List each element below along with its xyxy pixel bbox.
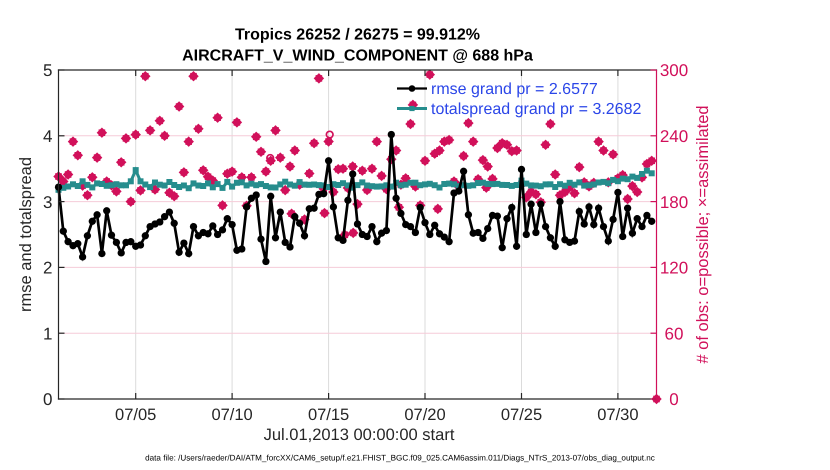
svg-text:Jul.01,2013 00:00:00 start: Jul.01,2013 00:00:00 start xyxy=(264,426,455,444)
svg-text:data file: /Users/raeder/DAI/A: data file: /Users/raeder/DAI/ATM_forcXX/… xyxy=(145,454,655,463)
svg-text:# of obs: o=possible; ×=assimi: # of obs: o=possible; ×=assimilated xyxy=(694,105,712,363)
svg-text:07/30: 07/30 xyxy=(597,406,638,424)
svg-text:2: 2 xyxy=(43,259,52,278)
svg-text:0: 0 xyxy=(43,390,52,409)
svg-text:0: 0 xyxy=(669,390,678,409)
svg-text:07/10: 07/10 xyxy=(211,406,252,424)
svg-text:120: 120 xyxy=(660,259,688,278)
svg-text:totalspread grand pr = 3.2682: totalspread grand pr = 3.2682 xyxy=(431,101,641,118)
svg-text:rmse grand pr = 2.6577: rmse grand pr = 2.6577 xyxy=(431,81,598,98)
svg-text:07/25: 07/25 xyxy=(501,406,542,424)
svg-text:180: 180 xyxy=(660,193,688,212)
svg-text:300: 300 xyxy=(660,61,688,80)
svg-text:07/15: 07/15 xyxy=(308,406,349,424)
svg-text:5: 5 xyxy=(43,61,52,80)
svg-text:07/20: 07/20 xyxy=(404,406,445,424)
svg-text:AIRCRAFT_V_WIND_COMPONENT @ 68: AIRCRAFT_V_WIND_COMPONENT @ 688 hPa xyxy=(182,48,533,65)
svg-text:4: 4 xyxy=(43,127,52,146)
svg-text:3: 3 xyxy=(43,193,52,212)
svg-text:rmse and totalspread: rmse and totalspread xyxy=(17,157,35,312)
svg-text:240: 240 xyxy=(660,127,688,146)
svg-text:07/05: 07/05 xyxy=(115,406,156,424)
svg-text:Tropics 26252 / 26275 = 99.912: Tropics 26252 / 26275 = 99.912% xyxy=(235,27,480,44)
svg-text:1: 1 xyxy=(43,324,52,343)
svg-text:60: 60 xyxy=(665,324,684,343)
